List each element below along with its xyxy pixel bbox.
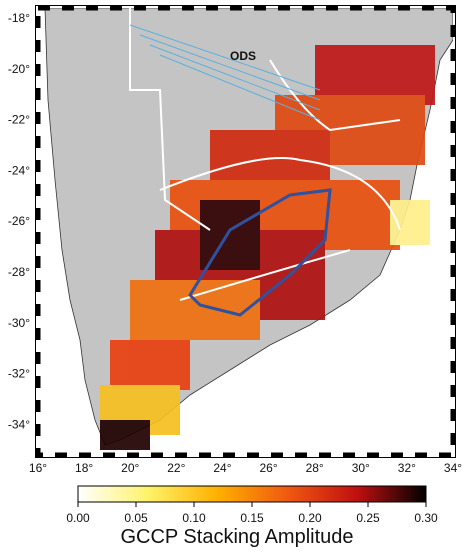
- lon-label: 20°: [121, 461, 139, 475]
- lat-label: -34°: [8, 417, 30, 431]
- dyke-swarm: [129, 24, 321, 121]
- colorbar-tick-label: 0.15: [240, 511, 264, 525]
- lon-label: 22°: [167, 461, 185, 475]
- colorbar-tick-label: 0.05: [124, 511, 148, 525]
- lat-label: -26°: [8, 214, 30, 228]
- lon-label: 28°: [306, 461, 324, 475]
- map-area: [38, 8, 453, 455]
- lon-label: 32°: [398, 461, 416, 475]
- lat-label: -32°: [8, 367, 30, 381]
- amplitude-field: [100, 45, 435, 450]
- colorbar: [77, 485, 427, 503]
- annotation: ODS: [230, 49, 256, 63]
- colorbar-tick-label: 0.20: [298, 511, 322, 525]
- lat-label: -20°: [8, 62, 30, 76]
- colorbar-tick-label: 0.30: [414, 511, 438, 525]
- lat-label: -24°: [8, 163, 30, 177]
- colorbar-tick-label: 0.25: [356, 511, 380, 525]
- lon-label: 18°: [75, 461, 93, 475]
- colorbar-label: GCCP Stacking Amplitude: [120, 526, 353, 548]
- lon-label: 24°: [213, 461, 231, 475]
- lon-label: 30°: [352, 461, 370, 475]
- lon-label: 26°: [259, 461, 277, 475]
- lat-label: -18°: [8, 11, 30, 25]
- boundaries: [129, 8, 401, 301]
- lon-label: 34°: [444, 461, 462, 475]
- lon-label: 16°: [29, 461, 47, 475]
- frame-outline: [35, 5, 456, 458]
- colorbar-tick-label: 0.10: [182, 511, 206, 525]
- lat-label: -28°: [8, 265, 30, 279]
- lat-label: -22°: [8, 113, 30, 127]
- lat-label: -30°: [8, 316, 30, 330]
- craton-outline: [188, 188, 332, 317]
- colorbar-tick-label: 0.00: [66, 511, 90, 525]
